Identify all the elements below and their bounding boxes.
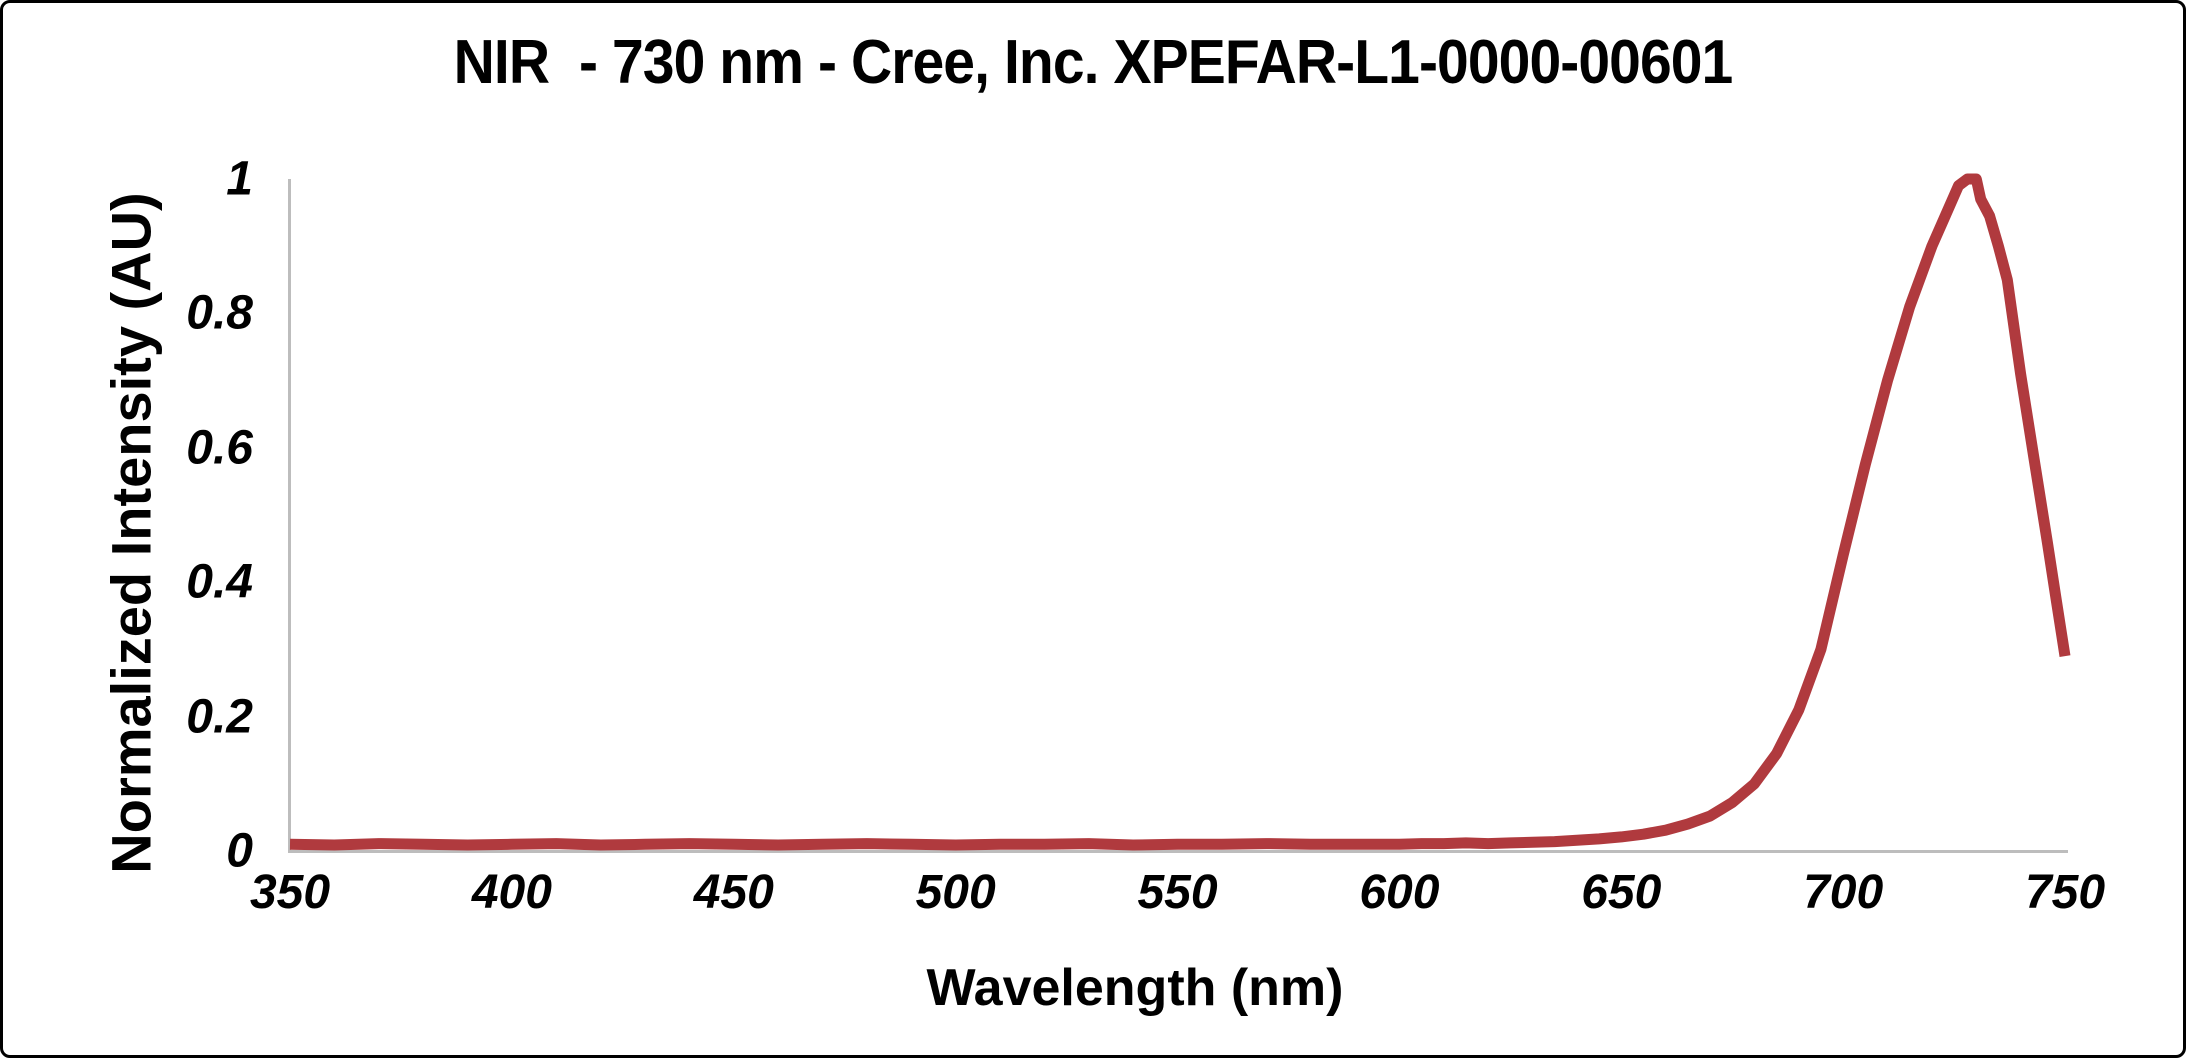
y-axis-tick-labels: 0 0.2 0.4 0.6 0.8 1 — [3, 3, 253, 1055]
y-tick-label: 1 — [226, 152, 253, 206]
y-tick-label: 0.2 — [186, 690, 253, 744]
x-tick-label: 600 — [1359, 866, 1440, 919]
x-tick-label: 400 — [471, 866, 552, 919]
x-tick-label: 450 — [693, 866, 774, 919]
y-tick-label: 0.8 — [186, 286, 253, 340]
x-tick-label: 700 — [1803, 866, 1884, 919]
y-tick-label: 0.6 — [186, 421, 253, 475]
y-tick-label: 0.4 — [186, 555, 253, 609]
x-tick-label: 350 — [249, 866, 331, 919]
y-axis-line — [288, 179, 291, 853]
y-tick-label: 0 — [226, 824, 253, 878]
x-tick-label: 750 — [2024, 866, 2106, 919]
chart-title: NIR - 730 nm - Cree, Inc. XPEFAR-L1-0000… — [453, 28, 1734, 97]
x-tick-label: 650 — [1581, 866, 1662, 919]
x-tick-label: 500 — [915, 866, 996, 919]
x-tick-label: 550 — [1137, 866, 1218, 919]
x-axis-line — [288, 850, 2068, 853]
x-axis-title: Wavelength (nm) — [926, 959, 1344, 1017]
spectrum-curve — [289, 173, 2071, 851]
x-axis-tick-labels: 350 400 450 500 550 600 650 700 750 — [3, 3, 2183, 1055]
plot-area — [289, 173, 2071, 851]
